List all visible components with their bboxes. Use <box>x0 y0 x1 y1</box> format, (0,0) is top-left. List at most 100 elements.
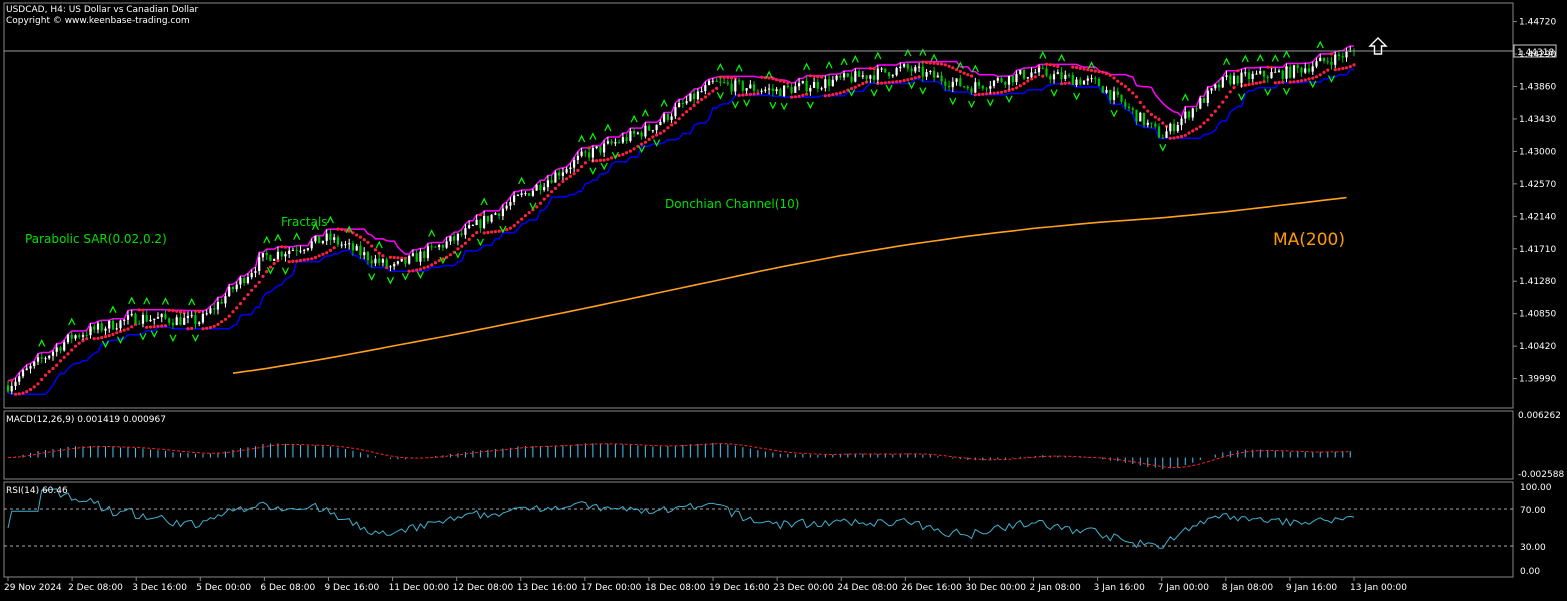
candle-body <box>1330 61 1333 65</box>
sar-dot <box>478 213 482 217</box>
candle-body <box>828 79 831 86</box>
candle-body <box>1311 66 1314 72</box>
candle-body <box>1292 65 1296 78</box>
candle-body <box>741 81 744 91</box>
candle-body <box>453 236 456 241</box>
fractal-up-icon <box>765 70 773 79</box>
candle-body <box>48 355 51 359</box>
sar-dot <box>40 377 44 382</box>
sar-dot <box>508 226 512 230</box>
sar-dot <box>306 257 310 261</box>
sar-dot <box>576 168 580 172</box>
sar-dot <box>250 288 254 292</box>
candle-body <box>531 190 534 196</box>
fractal-up-icon <box>143 296 151 305</box>
sar-dot <box>92 337 96 341</box>
sar-dot <box>595 159 599 163</box>
candle-body <box>1116 91 1119 95</box>
candle-body <box>850 76 853 82</box>
candle-body <box>1296 65 1299 68</box>
sar-dot <box>257 280 261 284</box>
candle-body <box>580 151 583 156</box>
sar-dot <box>1318 73 1322 77</box>
sar-dot <box>1344 66 1349 70</box>
fractal-up-icon <box>428 229 436 237</box>
fractal-up-icon <box>1271 54 1279 62</box>
sar-dot <box>1232 86 1236 90</box>
sar-dot <box>1198 125 1202 129</box>
candle-body <box>434 246 437 248</box>
candle-body <box>824 79 827 89</box>
sar-dot <box>816 75 820 79</box>
fractal-down-icon <box>476 238 484 247</box>
macd-tick-bottom: -0.002588 <box>1518 470 1564 480</box>
candle-body <box>1067 74 1071 76</box>
candle-body <box>625 137 628 141</box>
candle-body <box>801 81 804 84</box>
candle-body <box>1281 70 1284 79</box>
sar-dot <box>1303 78 1307 82</box>
candle-body <box>258 257 261 272</box>
candle-body <box>884 68 887 73</box>
candle-body <box>348 243 351 245</box>
time-tick-label: 2 Jan 08:00 <box>1030 583 1082 593</box>
candle-body <box>1109 89 1112 100</box>
candle-body <box>771 88 774 91</box>
fractal-down-icon <box>716 92 724 100</box>
candle-body <box>734 80 737 92</box>
candle-body <box>475 219 478 225</box>
candle-body <box>918 66 921 68</box>
candlestick-layer <box>6 45 1356 395</box>
candle-body <box>813 82 816 88</box>
candle-body <box>1127 106 1131 109</box>
sar-dot <box>317 254 321 258</box>
candle-body <box>981 85 984 89</box>
candle-body <box>985 88 988 90</box>
sar-dot <box>647 137 651 141</box>
sar-dot <box>1254 81 1259 85</box>
candle-body <box>1270 71 1273 79</box>
sar-dot <box>602 158 606 162</box>
sar-dot <box>808 74 813 78</box>
candle-body <box>633 131 636 134</box>
sar-dot <box>1236 69 1240 73</box>
candle-body <box>160 314 163 318</box>
candle-body <box>1131 108 1134 110</box>
sar-dot <box>906 78 910 82</box>
sar-dot <box>745 93 749 97</box>
candle-body <box>149 319 152 322</box>
sar-dot <box>85 337 89 341</box>
fractal-down-icon <box>529 202 537 211</box>
sar-dot <box>205 326 209 330</box>
candle-body <box>1157 126 1161 138</box>
candle-body <box>959 78 962 87</box>
candle-body <box>235 284 238 290</box>
sar-dot <box>846 88 850 92</box>
candle-body <box>231 286 234 290</box>
sar-dot <box>598 158 603 162</box>
sar-dot <box>662 129 666 133</box>
candle-body <box>363 252 366 256</box>
sar-dot <box>276 259 280 263</box>
fractal-down-icon <box>968 100 976 109</box>
rsi-line <box>7 488 1355 549</box>
candle-body <box>44 358 47 360</box>
candle-body <box>1214 84 1217 89</box>
candle-body <box>381 259 384 263</box>
candle-body <box>1124 101 1127 107</box>
sar-dot <box>197 310 201 314</box>
candle-body <box>153 318 156 320</box>
sar-dot <box>801 93 805 97</box>
time-tick-label: 5 Dec 00:00 <box>196 583 251 593</box>
fractal-up-icon <box>1241 54 1249 63</box>
candle-body <box>906 64 909 69</box>
candle-body <box>749 84 752 89</box>
sar-dot <box>103 335 108 339</box>
sar-dot <box>1217 105 1221 109</box>
candle-body <box>141 315 145 324</box>
candle-body <box>895 68 898 76</box>
candle-body <box>1026 77 1029 79</box>
sar-dot <box>1251 82 1255 86</box>
candle-body <box>925 72 928 77</box>
fractal-up-icon <box>518 176 526 185</box>
